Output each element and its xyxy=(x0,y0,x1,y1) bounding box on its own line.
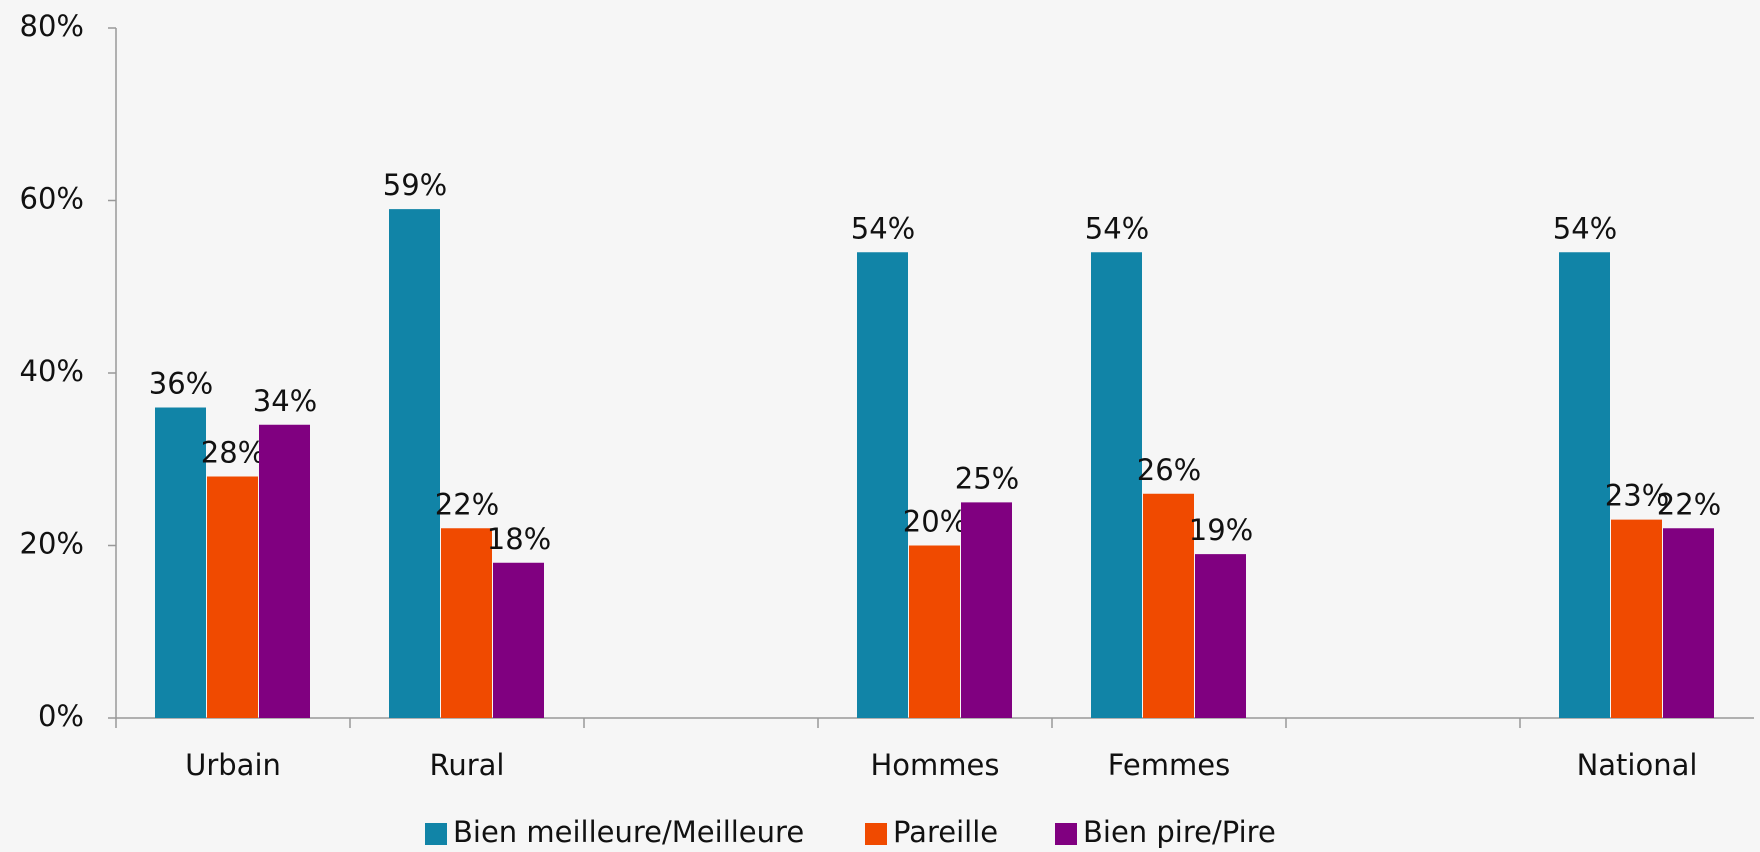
y-tick-label: 20% xyxy=(20,527,84,561)
y-tick-label: 80% xyxy=(20,9,84,43)
bar xyxy=(857,252,908,718)
data-label: 26% xyxy=(1137,453,1201,487)
y-tick-label: 40% xyxy=(20,354,84,388)
y-tick-label: 60% xyxy=(20,182,84,216)
bar xyxy=(961,502,1012,718)
legend-label: Bien pire/Pire xyxy=(1083,815,1276,849)
data-label: 54% xyxy=(1085,211,1149,245)
legend-swatch xyxy=(1055,823,1077,845)
x-tick-label: Femmes xyxy=(1108,748,1230,782)
x-tick-label: National xyxy=(1577,748,1698,782)
data-label: 34% xyxy=(253,384,317,418)
legend-swatch xyxy=(425,823,447,845)
data-label: 22% xyxy=(435,487,499,521)
data-label: 20% xyxy=(903,505,967,539)
bar xyxy=(1195,554,1246,718)
legend-label: Bien meilleure/Meilleure xyxy=(453,815,804,849)
x-tick-label: Hommes xyxy=(871,748,1000,782)
data-label: 54% xyxy=(851,211,915,245)
x-tick-label: Rural xyxy=(430,748,505,782)
x-tick-label: Urbain xyxy=(185,748,281,782)
bar xyxy=(1611,519,1662,718)
bar xyxy=(389,209,440,718)
bar xyxy=(259,424,310,718)
data-label: 22% xyxy=(1657,487,1721,521)
bar xyxy=(441,528,492,718)
data-label: 28% xyxy=(201,436,265,470)
data-label: 23% xyxy=(1605,479,1669,513)
data-label: 18% xyxy=(487,522,551,556)
bar xyxy=(1559,252,1610,718)
y-tick-label: 0% xyxy=(38,699,84,733)
data-label: 36% xyxy=(149,367,213,401)
bar xyxy=(493,562,544,718)
bar xyxy=(155,407,206,718)
legend-swatch xyxy=(865,823,887,845)
bar xyxy=(909,545,960,718)
data-label: 25% xyxy=(955,461,1019,495)
legend-label: Pareille xyxy=(893,815,998,849)
bar xyxy=(207,476,258,718)
bar xyxy=(1091,252,1142,718)
bar xyxy=(1663,528,1714,718)
data-label: 54% xyxy=(1553,211,1617,245)
data-label: 59% xyxy=(383,168,447,202)
data-label: 19% xyxy=(1189,513,1253,547)
bar xyxy=(1143,493,1194,718)
